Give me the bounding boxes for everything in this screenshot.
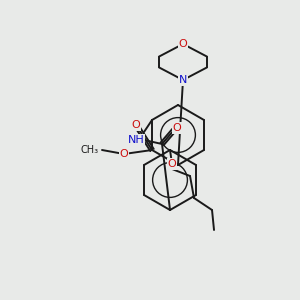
Text: O: O [172, 123, 182, 133]
Text: CH₃: CH₃ [81, 145, 99, 155]
Text: O: O [132, 120, 140, 130]
Text: O: O [120, 149, 128, 159]
Text: O: O [168, 159, 176, 169]
Text: O: O [178, 39, 188, 49]
Text: N: N [179, 75, 187, 85]
Text: NH: NH [128, 135, 144, 145]
